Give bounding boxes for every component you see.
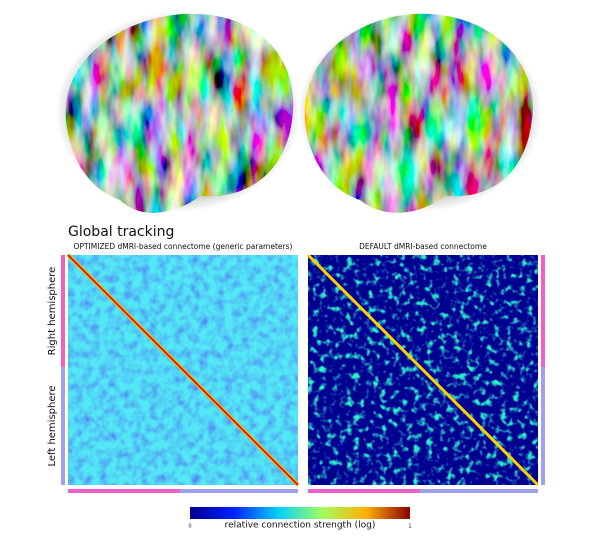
connectome-matrix-optimized <box>66 253 300 487</box>
colorbar <box>190 507 410 519</box>
brain-render-right <box>298 12 542 213</box>
colorbar-min: 0 <box>188 524 191 530</box>
row-label: Right hemisphere <box>47 267 58 356</box>
colorbar-max: 1 <box>408 524 411 530</box>
row-label: Left hemisphere <box>47 385 58 466</box>
brain-render-left <box>56 12 300 213</box>
hemisphere-bars <box>61 255 545 493</box>
connectome-matrix-default <box>306 253 540 487</box>
matrix-title: DEFAULT dMRI-based connectome <box>359 242 487 251</box>
section-title: Global tracking <box>68 224 174 240</box>
colorbar-label: relative connection strength (log) <box>225 521 376 531</box>
matrix-title: OPTIMIZED dMRI-based connectome (generic… <box>74 242 293 251</box>
